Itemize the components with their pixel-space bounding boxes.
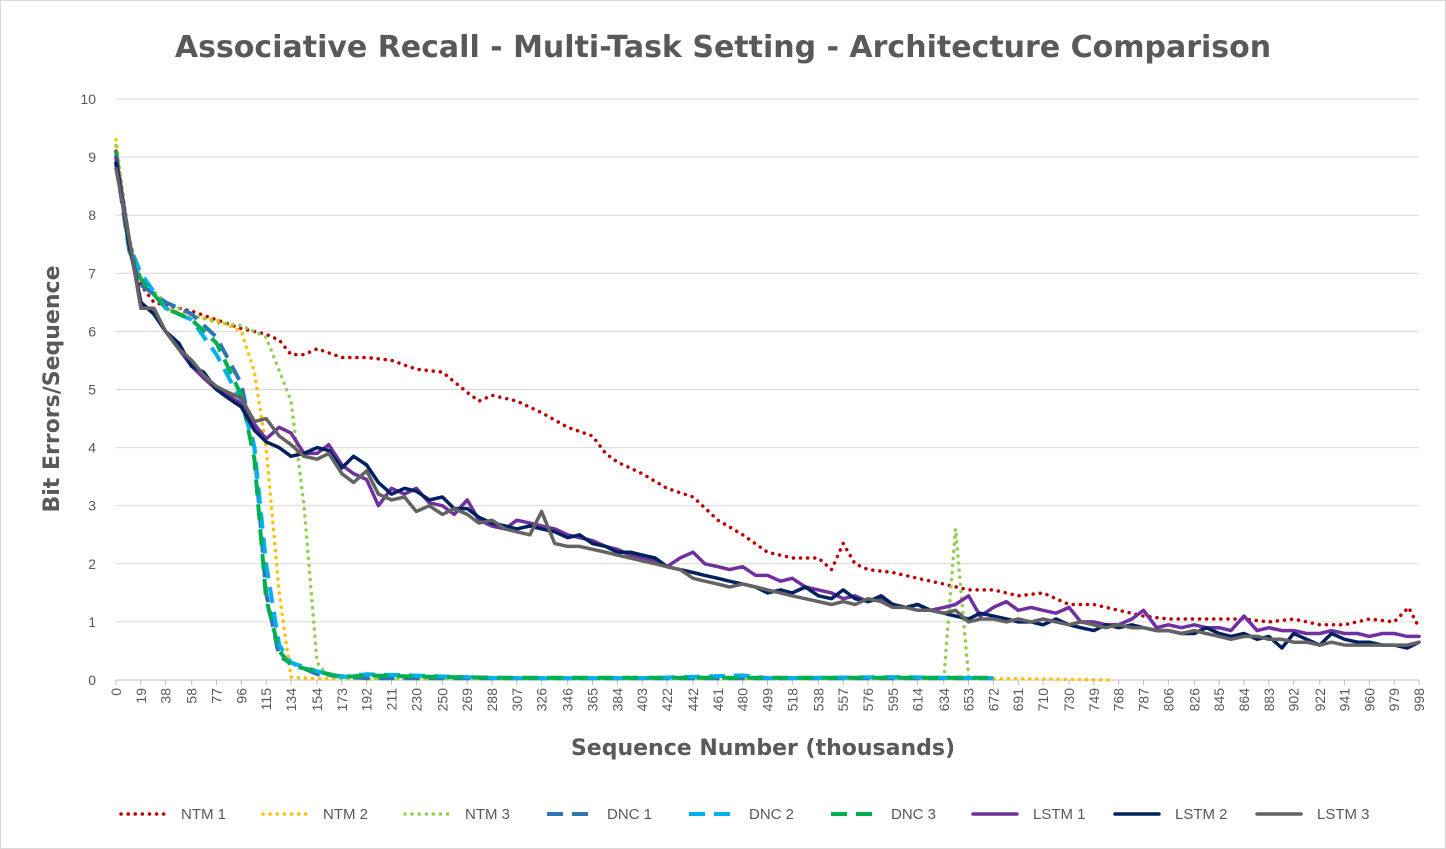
x-tick-label: 634 <box>936 688 952 712</box>
x-tick-label: 211 <box>383 688 399 711</box>
y-tick-label: 3 <box>88 498 96 514</box>
series-line-ntm-1 <box>114 149 1421 630</box>
x-tick-label: 710 <box>1035 688 1051 712</box>
x-tick-label: 58 <box>184 688 200 704</box>
x-tick-label: 230 <box>408 688 424 712</box>
y-tick-label: 1 <box>88 614 96 630</box>
legend-label: NTM 2 <box>323 806 368 823</box>
x-tick-label: 768 <box>1111 688 1127 712</box>
x-tick-label: 96 <box>233 688 249 704</box>
x-axis-ticks: 0 19 38 58 77 96 115 134 154 173 192 211 230 250 269 28… <box>108 680 1427 711</box>
x-tick-label: 518 <box>784 688 800 712</box>
x-tick-label: 173 <box>334 688 350 712</box>
legend-label: DNC 1 <box>607 806 652 823</box>
x-tick-label: 749 <box>1086 688 1102 712</box>
x-tick-label: 346 <box>560 688 576 712</box>
x-tick-label: 538 <box>810 688 826 712</box>
y-tick-label: 0 <box>88 672 96 688</box>
x-tick-label: 442 <box>685 688 701 712</box>
x-tick-label: 691 <box>1010 688 1026 712</box>
legend-label: DNC 2 <box>749 806 794 823</box>
x-tick-label: 730 <box>1061 688 1077 712</box>
y-tick-label: 8 <box>88 207 96 223</box>
x-tick-label: 38 <box>158 688 174 704</box>
x-tick-label: 998 <box>1411 688 1427 712</box>
x-tick-label: 672 <box>985 688 1001 712</box>
x-tick-label: 480 <box>735 688 751 712</box>
x-axis-title: Sequence Number (thousands) <box>571 736 955 761</box>
y-tick-label: 9 <box>88 149 96 165</box>
series-line-lstm-2 <box>114 161 1421 650</box>
x-tick-label: 192 <box>359 688 375 712</box>
x-tick-label: 653 <box>961 688 977 712</box>
y-tick-label: 5 <box>88 382 96 398</box>
x-tick-label: 115 <box>258 688 274 711</box>
series-line-ntm-2 <box>114 137 1111 682</box>
x-tick-label: 941 <box>1337 688 1353 712</box>
x-tick-label: 826 <box>1186 688 1202 712</box>
x-tick-label: 288 <box>484 688 500 712</box>
legend-label: DNC 3 <box>891 806 936 823</box>
x-tick-label: 154 <box>309 688 325 712</box>
x-tick-label: 787 <box>1136 688 1152 712</box>
x-tick-label: 19 <box>133 688 149 704</box>
x-tick-label: 902 <box>1286 688 1302 712</box>
x-tick-label: 77 <box>209 688 225 704</box>
series-line-lstm-1 <box>114 155 1421 639</box>
x-tick-label: 461 <box>710 688 726 712</box>
y-tick-label: 2 <box>88 556 96 572</box>
x-tick-label: 499 <box>760 688 776 712</box>
x-tick-label: 384 <box>609 688 625 712</box>
x-tick-label: 134 <box>283 688 299 712</box>
x-tick-label: 922 <box>1312 688 1328 712</box>
gridlines <box>116 98 1419 681</box>
x-tick-label: 883 <box>1261 688 1277 712</box>
legend-label: LSTM 3 <box>1317 806 1370 823</box>
legend: NTM 1 NTM 2 NTM 3 DNC 1 DNC 2 DNC 3 LSTM 1 LSTM… <box>119 806 1370 823</box>
x-tick-label: 557 <box>835 688 851 712</box>
x-tick-label: 422 <box>659 688 675 712</box>
chart-title: Associative Recall - Multi-Task Setting … <box>175 30 1271 65</box>
x-tick-label: 269 <box>459 688 475 712</box>
y-tick-label: 6 <box>88 323 96 339</box>
x-tick-label: 806 <box>1160 688 1176 712</box>
series-line-dnc-3 <box>114 151 994 680</box>
x-tick-label: 979 <box>1386 688 1402 712</box>
x-tick-label: 864 <box>1236 688 1252 712</box>
y-axis-title: Bit Errors/Sequence <box>40 265 65 512</box>
y-tick-label: 7 <box>88 265 96 281</box>
y-axis-ticks: 0 1 2 3 4 5 6 7 8 9 10 <box>80 91 96 688</box>
series-line-lstm-3 <box>114 166 1421 647</box>
x-tick-label: 576 <box>860 688 876 712</box>
x-tick-label: 0 <box>108 688 124 696</box>
x-tick-label: 307 <box>509 688 525 712</box>
legend-label: LSTM 1 <box>1033 806 1086 823</box>
x-tick-label: 250 <box>434 688 450 712</box>
x-tick-label: 326 <box>534 688 550 712</box>
y-tick-label: 10 <box>80 91 96 107</box>
legend-label: NTM 3 <box>465 806 510 823</box>
x-tick-label: 595 <box>885 688 901 712</box>
x-tick-label: 614 <box>910 688 926 712</box>
legend-label: NTM 1 <box>181 806 226 823</box>
y-tick-label: 4 <box>88 440 96 456</box>
x-tick-label: 403 <box>634 688 650 712</box>
x-tick-label: 960 <box>1361 688 1377 712</box>
x-tick-label: 845 <box>1211 688 1227 712</box>
legend-label: LSTM 2 <box>1175 806 1228 823</box>
series-lines <box>114 137 1421 682</box>
x-tick-label: 365 <box>585 688 601 712</box>
